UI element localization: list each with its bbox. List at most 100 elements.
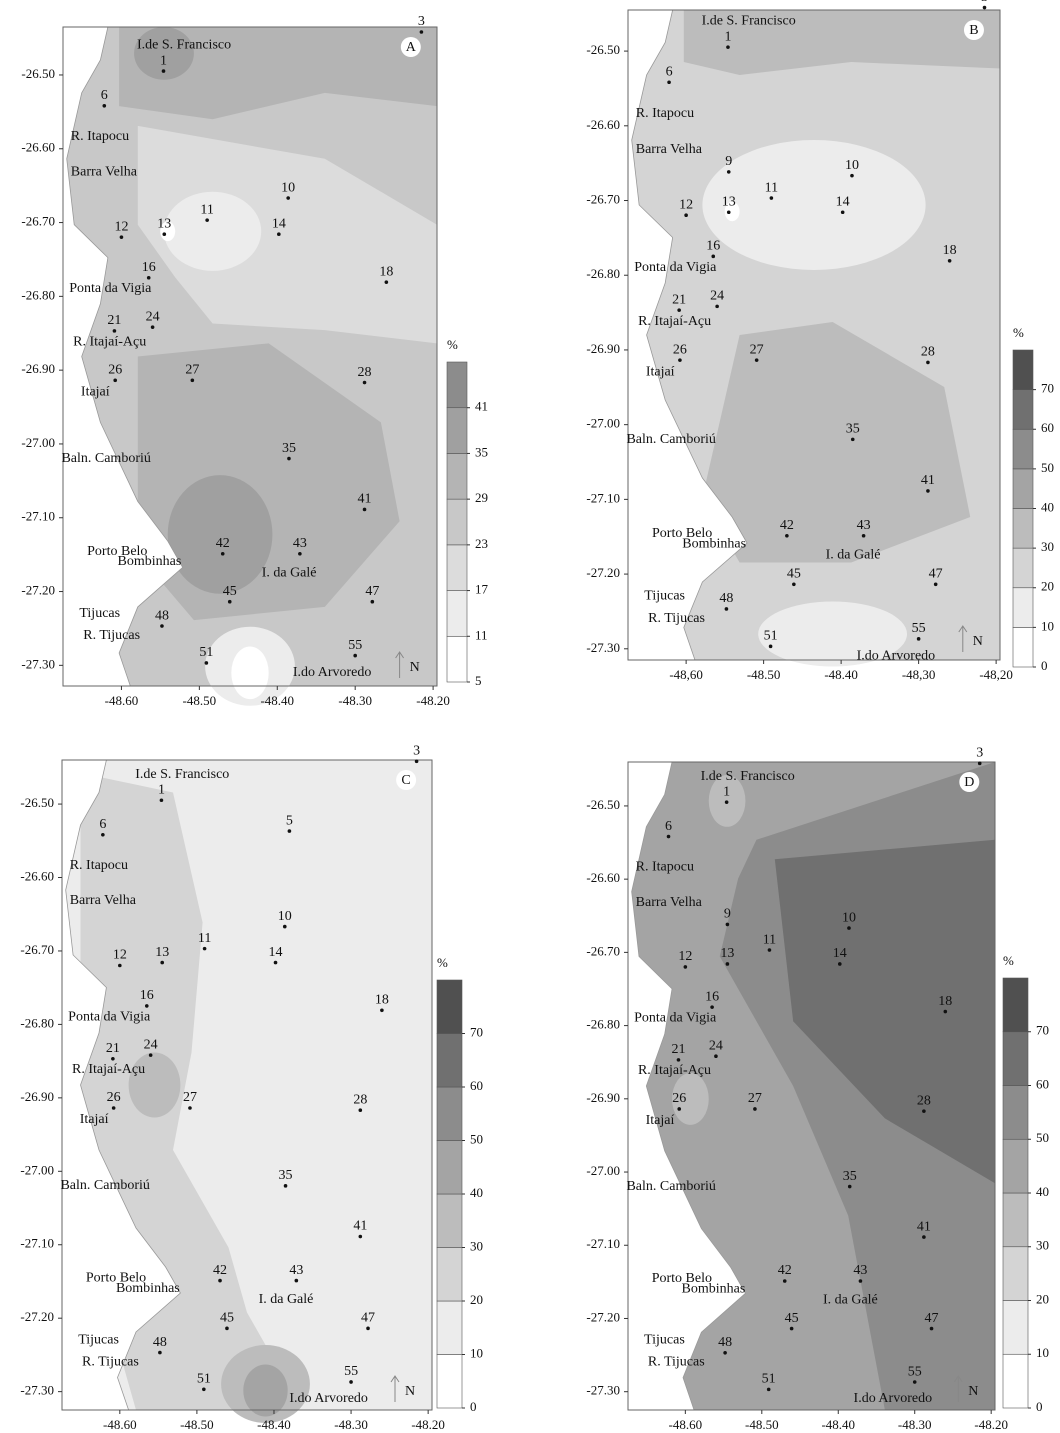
station-dot [859, 1279, 863, 1283]
y-tick-label: -26.50 [586, 42, 620, 57]
y-tick-label: -26.90 [586, 1090, 620, 1105]
colorbar-band [1003, 1301, 1028, 1355]
station-dot [101, 833, 105, 837]
station-label: 48 [155, 608, 169, 623]
place-label: Ponta da Vigia [634, 1010, 717, 1025]
station-label: 48 [153, 1335, 167, 1350]
x-tick-label: -48.30 [898, 1417, 932, 1432]
place-label: R. Itapocu [70, 858, 128, 873]
colorbar-tick-label: 10 [1036, 1345, 1049, 1360]
panel-label: D [964, 775, 974, 790]
station-dot [353, 654, 357, 658]
station-dot [228, 600, 232, 604]
station-dot [753, 1107, 757, 1111]
station-dot [385, 280, 389, 284]
colorbar-band [1013, 509, 1033, 549]
station-dot [769, 645, 773, 649]
station-label: 28 [921, 345, 935, 360]
station-label: 1 [724, 29, 731, 44]
x-tick-label: -48,20 [979, 667, 1013, 682]
place-label: Barra Velha [70, 893, 137, 908]
x-tick-label: -48.30 [338, 693, 372, 708]
colorbar-tick-label: 40 [1036, 1184, 1049, 1199]
station-label: 16 [706, 239, 720, 254]
station-label: 21 [106, 1041, 120, 1056]
station-dot [147, 276, 151, 280]
x-tick-label: -48,30 [902, 667, 936, 682]
station-label: 47 [361, 1311, 375, 1326]
station-label: 1 [158, 782, 165, 797]
station-label: 12 [114, 219, 128, 234]
station-dot [755, 358, 759, 362]
station-dot [118, 964, 122, 968]
station-label: 41 [353, 1219, 367, 1234]
map-panel: D-48.60-48.50-48.40-48.30-48.20-26.50-26… [586, 746, 1049, 1432]
colorbar-band [437, 1087, 462, 1141]
colorbar-band [1003, 1247, 1028, 1301]
station-label: 35 [279, 1168, 293, 1183]
y-tick-label: -26.60 [586, 117, 620, 132]
colorbar-tick-label: 10 [470, 1345, 483, 1360]
colorbar-tick-label: 11 [475, 627, 488, 642]
place-label: I.do Arvoredo [293, 665, 372, 680]
colorbar-tick-label: 30 [1036, 1238, 1049, 1253]
station-dot [841, 210, 845, 214]
station-dot [792, 583, 796, 587]
station-dot [298, 552, 302, 556]
colorbar-band [437, 1301, 462, 1355]
station-dot [202, 1387, 206, 1391]
station-label: 10 [842, 910, 856, 925]
place-label: Tijucas [644, 1333, 685, 1348]
colorbar-band [447, 545, 467, 591]
station-dot [727, 170, 731, 174]
colorbar-tick-label: 0 [1036, 1399, 1043, 1414]
station-label: 41 [358, 492, 372, 507]
place-label: R. Itajaí-Açu [73, 334, 146, 349]
station-label: 45 [220, 1311, 234, 1326]
station-dot [790, 1327, 794, 1331]
station-label: 6 [101, 88, 108, 103]
station-dot [363, 381, 367, 385]
station-dot [218, 1279, 222, 1283]
y-tick-label: -26.80 [586, 1017, 620, 1032]
place-label: I. da Galé [826, 548, 881, 563]
station-label: 11 [198, 931, 211, 946]
place-label: R. Itajaí-Açu [638, 314, 711, 329]
y-tick-label: -27.10 [21, 509, 55, 524]
station-label: 28 [917, 1093, 931, 1108]
y-tick-label: -27.10 [586, 490, 620, 505]
place-label: Tijucas [644, 589, 685, 604]
y-tick-label: -27.20 [586, 565, 620, 580]
colorbar-band [1013, 350, 1033, 390]
x-tick-label: -48.60 [669, 1417, 703, 1432]
y-tick-label: -27.10 [20, 1236, 54, 1251]
colorbar-tick-label: 40 [470, 1185, 483, 1200]
station-label: 45 [223, 584, 237, 599]
station-dot [926, 361, 930, 365]
station-dot [371, 600, 375, 604]
colorbar-band [447, 362, 467, 408]
station-label: 16 [705, 989, 719, 1004]
colorbar-band [1003, 1139, 1028, 1193]
station-dot [420, 30, 424, 34]
station-label: 51 [764, 629, 778, 644]
station-dot [284, 1184, 288, 1188]
y-tick-label: -27.30 [586, 640, 620, 655]
y-tick-label: -26.90 [586, 341, 620, 356]
station-dot [295, 1279, 299, 1283]
colorbar-band [447, 453, 467, 499]
station-dot [725, 800, 729, 804]
station-label: 12 [113, 948, 127, 963]
station-label: 21 [671, 1042, 685, 1057]
y-tick-label: -27.20 [586, 1309, 620, 1324]
colorbar-tick-label: 29 [475, 490, 488, 505]
station-dot [851, 438, 855, 442]
place-label: Ponta da Vigia [634, 260, 717, 275]
place-label: Tijucas [79, 606, 120, 621]
place-label: Baln. Camboriú [626, 1179, 715, 1194]
station-dot [288, 829, 292, 833]
colorbar-band [1013, 469, 1033, 509]
station-dot [850, 174, 854, 178]
y-tick-label: -26.90 [21, 361, 55, 376]
station-dot [287, 457, 291, 461]
